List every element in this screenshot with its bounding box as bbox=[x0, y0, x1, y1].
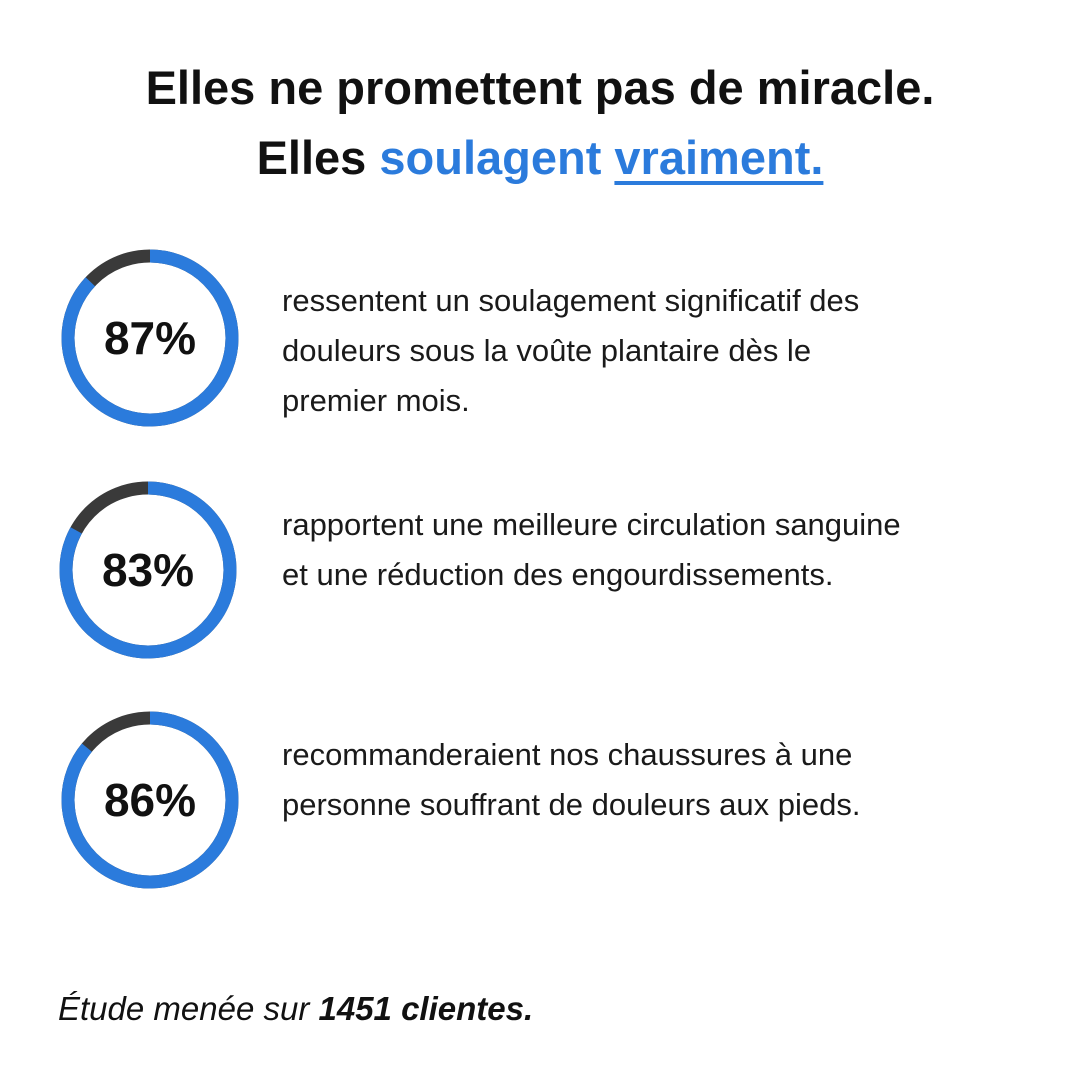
stat-item: 83% rapportent une meilleure circulation … bbox=[0, 478, 1080, 678]
stat-text: rapportent une meilleure circulation san… bbox=[282, 500, 901, 600]
subheadline: Elles soulagent vraiment. bbox=[0, 130, 1080, 186]
stat-text-line: douleurs sous la voûte plantaire dès le bbox=[282, 333, 812, 368]
footer-emphasis: 1451 clientes. bbox=[318, 990, 534, 1027]
headline: Elles ne promettent pas de miracle. bbox=[145, 61, 935, 114]
stat-text: recommanderaient nos chaussures à une per… bbox=[282, 730, 861, 830]
headline-underlined: vraiment. bbox=[614, 131, 824, 184]
progress-ring: 87% bbox=[61, 249, 239, 427]
stat-text-line: premier mois. bbox=[282, 383, 470, 418]
stat-text-line: personne souffrant de douleurs aux pieds… bbox=[282, 787, 861, 822]
footer: Étude menée sur 1451 clientes. bbox=[58, 990, 533, 1028]
ring-progress bbox=[59, 481, 237, 659]
ring-progress bbox=[61, 249, 239, 427]
ring-label: 86% bbox=[104, 774, 196, 826]
stat-item: 86% recommanderaient nos chaussures à une… bbox=[0, 708, 1080, 908]
stat-item: 87% ressentent un soulagement significati… bbox=[0, 248, 1080, 448]
progress-ring: 86% bbox=[61, 711, 239, 889]
stat-text-line: recommanderaient nos chaussures à une bbox=[282, 737, 853, 772]
progress-ring: 83% bbox=[59, 481, 237, 659]
headline-highlight: soulagent bbox=[379, 131, 602, 184]
ring-progress bbox=[61, 711, 239, 889]
headline-prefix: Elles bbox=[256, 131, 367, 184]
stat-text: ressentent un soulagement significatif d… bbox=[282, 276, 859, 426]
stat-text-line: rapportent une meilleure circulation san… bbox=[282, 507, 901, 542]
ring-label: 87% bbox=[104, 312, 196, 364]
footer-prefix: Étude menée sur bbox=[58, 990, 310, 1027]
stat-text-line: ressentent un soulagement significatif d… bbox=[282, 283, 860, 318]
stat-text-line: et une réduction des engourdissements. bbox=[282, 557, 834, 592]
ring-label: 83% bbox=[102, 544, 194, 596]
